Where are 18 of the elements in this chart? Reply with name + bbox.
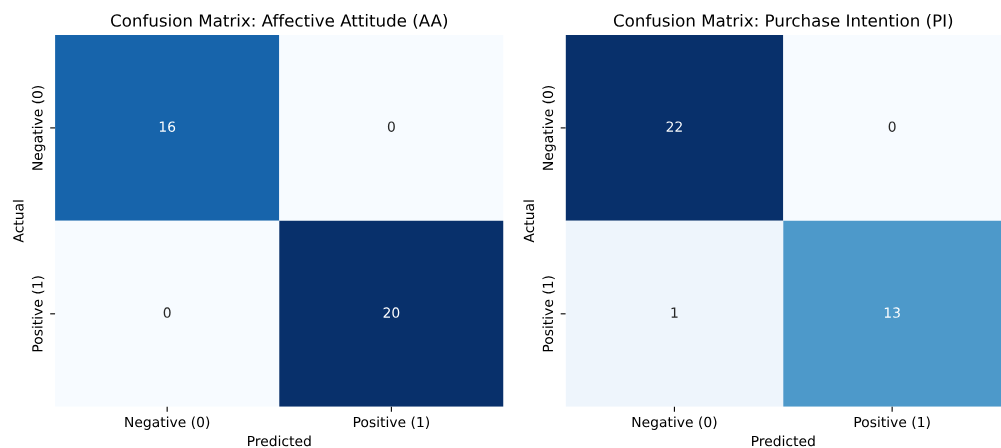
- data-label: 0: [163, 307, 171, 318]
- x-tick-label: Positive (1): [854, 416, 930, 429]
- data-label: 1: [671, 307, 678, 318]
- data-label: 16: [159, 121, 176, 132]
- x-tick-label: Negative (0): [632, 416, 717, 430]
- data-label: 13: [884, 307, 900, 318]
- y-axis-title: Actual: [523, 200, 535, 243]
- data-label: 20: [383, 307, 400, 318]
- x-axis-title: Predicted: [248, 435, 311, 447]
- data-label: 0: [888, 121, 896, 132]
- y-axis-title: Actual: [12, 200, 24, 243]
- data-label: 0: [387, 121, 395, 132]
- x-tick-label: Negative (0): [125, 416, 210, 430]
- data-label: 22: [666, 121, 682, 132]
- chart-title: Confusion Matrix: Purchase Intention (PI): [613, 13, 953, 29]
- x-axis-title: Predicted: [752, 435, 815, 447]
- x-tick-label: Positive (1): [353, 416, 430, 429]
- chart-title: Confusion Matrix: Affective Attitude (AA): [111, 13, 448, 29]
